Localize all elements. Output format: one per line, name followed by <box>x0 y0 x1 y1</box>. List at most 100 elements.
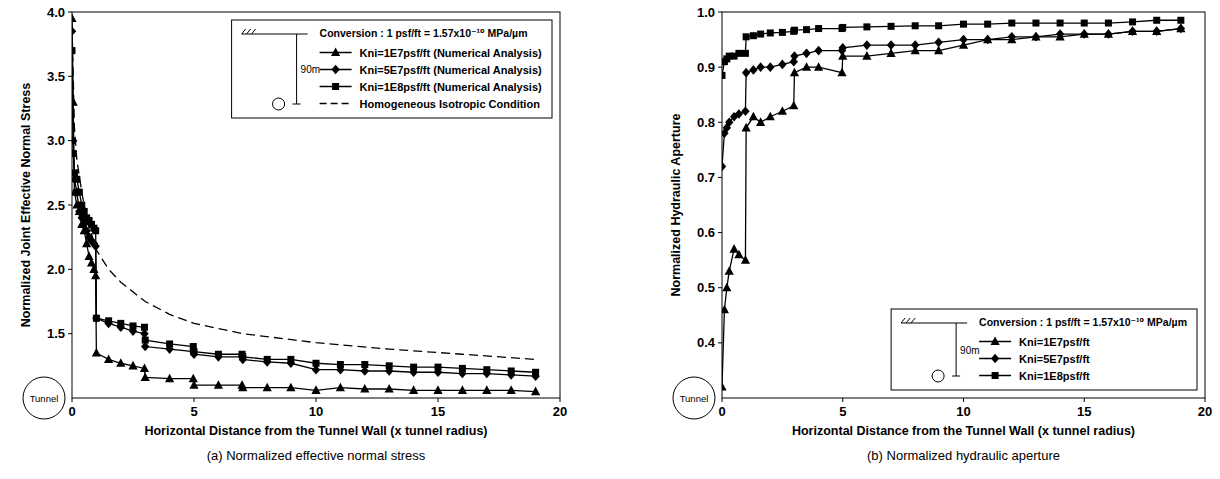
marker <box>1032 20 1039 27</box>
x-tick-label: 15 <box>1077 404 1091 419</box>
inset-hatch <box>247 29 251 34</box>
legend-label: Homogeneous Isotropic Condition <box>360 98 541 110</box>
marker <box>189 380 198 389</box>
marker <box>934 38 942 48</box>
marker <box>839 43 847 53</box>
y-tick <box>718 122 722 123</box>
legend-note: Conversion : 1 psf/ft = 1.57x10⁻¹⁰ MPa/µ… <box>320 27 528 39</box>
marker <box>837 68 846 77</box>
marker <box>166 340 173 347</box>
marker <box>790 68 799 77</box>
marker <box>238 383 247 392</box>
x-tick-label: 15 <box>431 404 445 419</box>
x-axis-title: Horizontal Distance from the Tunnel Wall… <box>144 424 487 438</box>
marker <box>983 35 991 45</box>
marker <box>767 29 774 36</box>
legend-label: Kni=1E8psf/ft (Numerical Analysis) <box>360 81 542 93</box>
legend-box <box>891 309 1197 390</box>
marker <box>331 65 339 75</box>
marker <box>1153 17 1160 24</box>
inset-depth-tick <box>293 104 301 105</box>
x-tick <box>560 398 561 402</box>
inset-tunnel <box>273 98 285 110</box>
legend-note: Conversion : 1 psf/ft = 1.57x10⁻¹⁰ MPa/µ… <box>979 316 1187 328</box>
inset-hatch <box>901 318 905 323</box>
marker <box>735 50 742 57</box>
marker <box>887 40 895 50</box>
marker <box>336 383 345 392</box>
tunnel-circle <box>673 377 715 419</box>
marker <box>1105 20 1112 27</box>
marker <box>1129 18 1136 25</box>
y-tick-label: 0.4 <box>697 335 716 350</box>
inset-depth-label: 90m <box>960 345 979 356</box>
marker <box>361 361 368 368</box>
marker <box>264 356 271 363</box>
marker <box>1056 29 1064 39</box>
marker <box>1008 20 1015 27</box>
marker <box>313 360 320 367</box>
plot-frame <box>722 12 1205 398</box>
marker <box>507 385 516 394</box>
marker <box>839 24 846 31</box>
marker <box>789 101 798 110</box>
marker <box>191 348 198 355</box>
marker <box>189 374 198 383</box>
marker <box>722 382 727 391</box>
marker <box>84 251 93 260</box>
marker <box>1177 24 1185 34</box>
marker <box>984 21 991 28</box>
legend-label: Kni=1E8psf/ft <box>1019 370 1090 382</box>
y-tick <box>68 205 72 206</box>
marker <box>81 208 88 215</box>
marker <box>92 227 99 234</box>
marker <box>959 35 967 45</box>
marker <box>360 384 369 393</box>
marker <box>935 22 942 29</box>
inset-hatch <box>906 318 910 323</box>
marker <box>814 62 823 71</box>
marker <box>483 366 490 373</box>
marker <box>778 60 786 70</box>
marker <box>862 51 871 60</box>
x-tick <box>1084 398 1085 402</box>
marker <box>766 62 774 72</box>
series-line <box>722 20 1181 75</box>
marker <box>409 385 418 394</box>
y-tick-label: 4.0 <box>47 5 65 20</box>
marker <box>991 354 999 364</box>
marker <box>142 337 149 344</box>
marker <box>803 26 810 33</box>
y-tick <box>718 67 722 68</box>
marker <box>332 83 339 90</box>
y-tick-label: 2.5 <box>47 198 65 213</box>
x-tick <box>438 398 439 402</box>
marker <box>912 22 919 29</box>
legend: Conversion : 1 psf/ft = 1.57x10⁻¹⁰ MPa/µ… <box>891 309 1197 390</box>
x-axis-title: Horizontal Distance from the Tunnel Wall… <box>792 424 1135 438</box>
x-tick <box>194 398 195 402</box>
caption: (a) Normalized effective normal stress <box>207 448 426 463</box>
y-tick-label: 2.0 <box>47 262 65 277</box>
marker <box>458 385 467 394</box>
marker <box>105 317 112 324</box>
x-tick-label: 20 <box>553 404 567 419</box>
marker <box>385 384 394 393</box>
marker <box>742 50 749 57</box>
marker <box>749 112 758 121</box>
y-tick <box>718 287 722 288</box>
marker <box>311 385 320 394</box>
marker <box>757 31 764 38</box>
y-tick <box>718 342 722 343</box>
marker <box>778 106 787 115</box>
marker <box>742 68 750 78</box>
marker <box>92 313 100 323</box>
marker <box>117 320 124 327</box>
marker <box>766 112 775 121</box>
marker <box>263 383 272 392</box>
inset-hatch <box>911 318 915 323</box>
marker <box>386 362 393 369</box>
marker <box>722 162 726 172</box>
marker <box>791 27 798 34</box>
marker <box>130 322 137 329</box>
